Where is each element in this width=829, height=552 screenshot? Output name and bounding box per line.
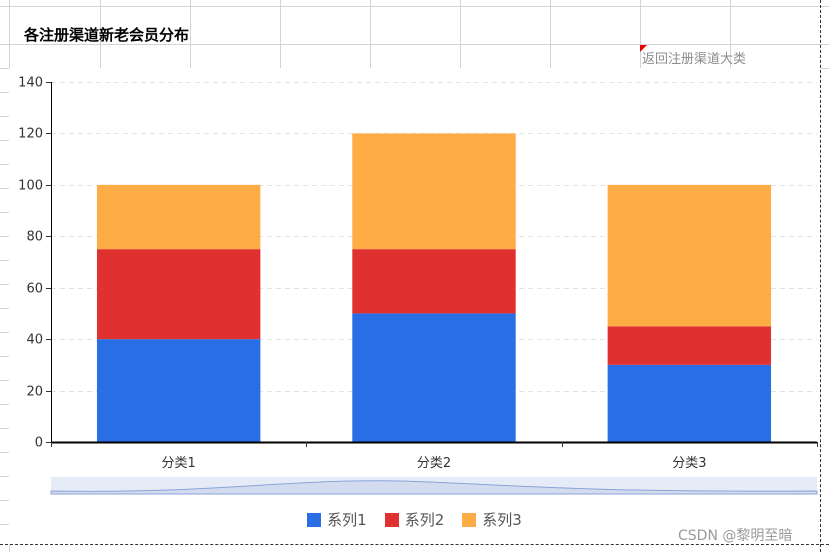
back-to-channel-category-link[interactable]: 返回注册渠道大类 <box>642 52 747 67</box>
legend-item-series3[interactable]: 系列3 <box>462 509 522 530</box>
legend: 系列1 系列2 系列3 <box>0 509 829 530</box>
y-tick-label: 0 <box>35 436 43 451</box>
selection-border-right <box>820 0 821 552</box>
y-tick-label: 40 <box>26 333 43 348</box>
y-tick-label: 120 <box>18 127 43 142</box>
bars <box>96 133 772 442</box>
y-tick-label: 20 <box>26 385 43 400</box>
bar-3-1 <box>96 184 261 250</box>
legend-swatch-series3 <box>462 512 477 527</box>
y-tick-label: 100 <box>18 179 43 194</box>
x-axis: 分类1 分类2 分类3 <box>51 441 818 471</box>
chart-title: 各注册渠道新老会员分布 <box>24 26 190 44</box>
legend-item-series2[interactable]: 系列2 <box>384 509 445 530</box>
x-tick-label: 分类3 <box>672 456 706 471</box>
legend-label-series1: 系列1 <box>327 511 367 529</box>
legend-item-series1[interactable]: 系列1 <box>307 509 367 530</box>
bar-2-3 <box>607 326 772 365</box>
selection-border-bottom <box>0 544 829 545</box>
legend-label-series3: 系列3 <box>482 511 522 529</box>
bar-3-2 <box>352 133 516 250</box>
x-tick-label: 分类1 <box>162 456 196 471</box>
comment-flag-icon <box>640 45 647 52</box>
legend-swatch-series1 <box>307 512 322 527</box>
y-tick-label: 140 <box>18 76 43 91</box>
x-tick-label: 分类2 <box>417 456 451 471</box>
y-axis: 0 20 40 60 80 100 120 140 <box>18 76 52 451</box>
bar-3-3 <box>607 184 772 327</box>
legend-label-series2: 系列2 <box>404 511 445 529</box>
y-tick-label: 80 <box>26 230 43 245</box>
slider-preview-area <box>50 480 818 495</box>
bar-1-3 <box>607 364 772 442</box>
bar-2-1 <box>96 249 261 340</box>
legend-swatch-series2 <box>384 512 399 527</box>
zoom-slider <box>50 477 818 495</box>
y-tick-label: 60 <box>26 282 43 297</box>
bar-1-1 <box>96 339 261 442</box>
bar-2-2 <box>352 249 516 314</box>
bar-1-2 <box>352 313 516 442</box>
watermark: CSDN @黎明至暗 <box>678 528 793 544</box>
